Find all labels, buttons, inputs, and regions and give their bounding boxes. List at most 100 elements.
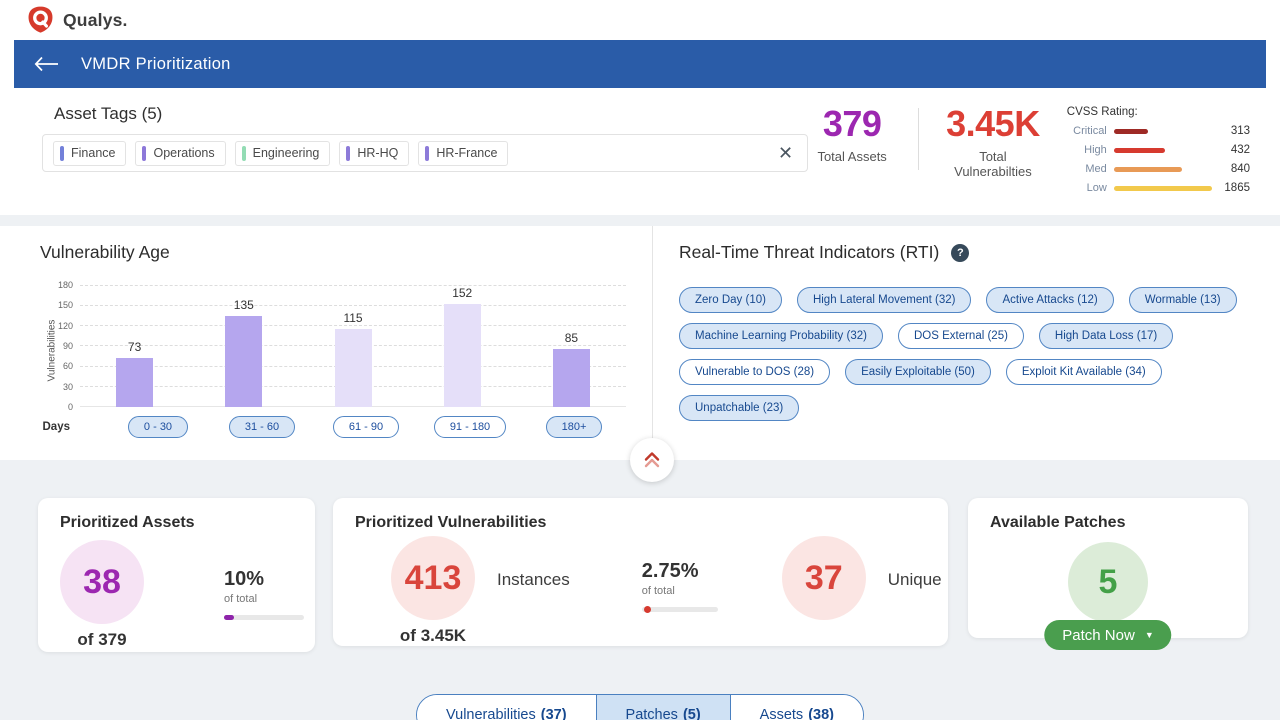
bar-0-30[interactable]: [116, 357, 154, 407]
results-tab-bar: Vulnerabilities (37) Patches (5) Assets (38…: [416, 694, 864, 720]
assets-progress-bar: [224, 615, 304, 620]
asset-tag-operations[interactable]: Operations: [135, 140, 226, 166]
bar-61-90[interactable]: [334, 329, 372, 407]
prioritization-results: Prioritized Assets 38 of 379 10% of tota…: [0, 460, 1280, 720]
bar-value: 73: [127, 339, 142, 354]
caret-down-icon: ▼: [1144, 630, 1154, 640]
asset-tags-title: Asset Tags (5): [54, 104, 163, 123]
day-pill-91-180[interactable]: 91 - 180: [433, 416, 507, 438]
tab-patches[interactable]: Patches (5): [595, 695, 730, 720]
y-axis-ticks: 180 150 120 90 60 30 0: [57, 280, 73, 412]
vulnerability-age-title: Vulnerability Age: [40, 242, 170, 262]
asset-tags-box: Finance Operations Engineering HR-HQ HR-…: [42, 134, 809, 172]
rti-title: Real-Time Threat Indicators (RTI): [679, 242, 940, 262]
tab-vulnerabilities[interactable]: Vulnerabilities (37): [417, 695, 596, 720]
day-pill-0-30[interactable]: 0 - 30: [127, 416, 189, 438]
cvss-row-critical: Critical 313: [1073, 125, 1250, 137]
tag-color-bar: [60, 145, 64, 161]
rti-pill-high-data-loss[interactable]: High Data Loss (17): [1038, 323, 1174, 349]
vulnerabilities-progress-bar: [641, 606, 718, 613]
rti-pill-exploit-kit-available[interactable]: Exploit Kit Available (34): [1005, 359, 1162, 385]
day-pill-31-60[interactable]: 31 - 60: [228, 416, 296, 438]
assets-percent: 10%: [224, 568, 265, 590]
asset-tag-hr-france[interactable]: HR-France: [418, 140, 509, 166]
prioritized-assets-card: Prioritized Assets 38 of 379 10% of tota…: [38, 498, 315, 652]
section-divider: [0, 215, 1280, 226]
collapse-panel-button[interactable]: [630, 438, 674, 482]
days-label: Days: [42, 421, 71, 433]
help-icon[interactable]: ?: [951, 243, 970, 262]
rti-pill-dos-external[interactable]: DOS External (25): [897, 323, 1024, 349]
rti-pill-easily-exploitable[interactable]: Easily Exploitable (50): [845, 359, 991, 385]
rti-pill-list: Zero Day (10) High Lateral Movement (32)…: [679, 287, 1246, 421]
cvss-title: CVSS Rating:: [1066, 106, 1138, 118]
rti-panel: Real-Time Threat Indicators (RTI) ? Zero…: [652, 226, 1266, 460]
bar-180-plus[interactable]: [552, 349, 590, 407]
rti-pill-unpatchable[interactable]: Unpatchable (23): [679, 395, 800, 421]
asset-tag-hr-hq[interactable]: HR-HQ: [339, 140, 410, 166]
divider: [580, 539, 615, 633]
unique-label: Unique: [887, 570, 942, 589]
rti-pill-machine-learning-probability[interactable]: Machine Learning Probability (32): [679, 323, 883, 349]
rti-pill-active-attacks[interactable]: Active Attacks (12): [986, 287, 1114, 313]
bar-value: 152: [452, 285, 473, 300]
back-button[interactable]: [34, 56, 59, 72]
cvss-rating: CVSS Rating: Critical 313 High 432 Med 8…: [1067, 106, 1250, 201]
prioritized-vulnerabilities-card: Prioritized Vulnerabilities 413 of 3.45K…: [333, 498, 948, 646]
asset-tag-finance[interactable]: Finance: [53, 140, 127, 166]
cvss-row-med: Med 840: [1085, 163, 1250, 175]
available-patches-count: 5: [1068, 542, 1148, 622]
vulnerability-age-chart: Vulnerabilities 180 150 120 90 60 30 0 73 1…: [40, 280, 626, 412]
total-vulnerabilities: 3.45K Total Vulnerabilties: [941, 103, 1045, 180]
page-title-bar: VMDR Prioritization: [14, 40, 1266, 88]
vulnerabilities-percent-sub: of total: [641, 585, 675, 597]
qualys-shield-icon: [27, 6, 54, 35]
bar-31-60[interactable]: [225, 315, 263, 407]
qualys-logo: Qualys.: [27, 6, 128, 35]
bar-value: 85: [564, 331, 579, 346]
summary-section: Asset Tags (5) Finance Operations Engine…: [14, 88, 1266, 215]
rti-pill-vulnerable-to-dos[interactable]: Vulnerable to DOS (28): [679, 359, 831, 385]
prioritized-assets-of-total: of 379: [77, 630, 127, 649]
asset-tag-engineering[interactable]: Engineering: [234, 140, 331, 166]
tag-color-bar: [346, 145, 351, 161]
day-pill-180-plus[interactable]: 180+: [545, 416, 603, 438]
close-icon[interactable]: ✕: [778, 143, 794, 163]
tag-color-bar: [425, 145, 430, 161]
vulnerability-age-panel: Vulnerability Age Vulnerabilities 180 150…: [14, 226, 652, 460]
days-axis: Days 0 - 30 31 - 60 61 - 90 91 - 180 180…: [40, 416, 626, 438]
patch-now-button[interactable]: Patch Now ▼: [1044, 620, 1172, 650]
unique-vulnerabilities-count: 37: [781, 536, 866, 620]
total-vulnerabilities-label: Total Vulnerabilties: [954, 149, 1032, 179]
prioritized-assets-title: Prioritized Assets: [60, 514, 195, 531]
rti-pill-wormable[interactable]: Wormable (13): [1128, 287, 1237, 313]
tab-assets[interactable]: Assets (38): [729, 695, 863, 720]
total-vulnerabilities-value: 3.45K: [946, 103, 1040, 144]
vulnerabilities-of-total: of 3.45K: [399, 626, 467, 645]
available-patches-title: Available Patches: [990, 514, 1126, 531]
assets-percent-sub: of total: [224, 593, 258, 605]
back-arrow-icon: [34, 56, 59, 72]
rti-pill-high-lateral-movement[interactable]: High Lateral Movement (32): [796, 287, 972, 313]
bar-91-180[interactable]: [443, 303, 481, 407]
vulnerabilities-percent: 2.75%: [641, 560, 699, 582]
cvss-bar: [1113, 166, 1183, 172]
cvss-row-high: High 432: [1084, 144, 1250, 156]
y-axis-label: Vulnerabilities: [46, 319, 58, 382]
total-assets-label: Total Assets: [817, 149, 887, 164]
bar-value: 115: [343, 311, 363, 326]
page-title: VMDR Prioritization: [81, 54, 231, 73]
available-patches-card: Available Patches 5 Patch Now ▼: [968, 498, 1248, 650]
vulnerability-instances-count: 413: [391, 536, 475, 620]
day-pill-61-90[interactable]: 61 - 90: [332, 416, 400, 438]
divider: [166, 543, 202, 637]
total-assets-value: 379: [822, 103, 882, 144]
bar-value: 135: [233, 297, 254, 312]
cvss-bar: [1113, 185, 1212, 191]
cvss-bar: [1113, 128, 1148, 134]
rti-pill-zero-day[interactable]: Zero Day (10): [679, 287, 782, 313]
totals-block: 379 Total Assets 3.45K Total Vulnerabilt…: [808, 98, 1250, 201]
instances-label: Instances: [497, 570, 570, 589]
divider: [918, 108, 920, 170]
middle-panels: Vulnerability Age Vulnerabilities 180 150…: [14, 226, 1266, 482]
